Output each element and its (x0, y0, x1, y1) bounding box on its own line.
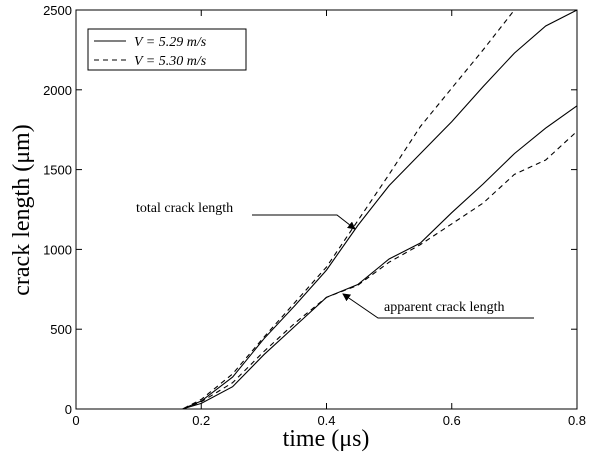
series-line-3 (76, 130, 578, 410)
legend-box (87, 28, 247, 71)
y-tick-label-5: 2500 (43, 3, 72, 18)
series-layer (76, 9, 578, 410)
x-tick-label-0: 0 (72, 413, 79, 428)
x-tick-label-4: 0.8 (568, 413, 586, 428)
y-tick-label-2: 1000 (43, 242, 72, 257)
legend-label-1: V = 5.30 m/s (134, 54, 207, 69)
legend-label-0: V = 5.29 m/s (134, 35, 207, 50)
y-tick-label-0: 0 (65, 402, 72, 417)
annotation-apparent-crack-length: apparent crack length (384, 300, 505, 315)
y-tick-label-1: 500 (50, 322, 72, 337)
annotation-apparent-arrow (342, 293, 534, 319)
series-line-2 (76, 105, 578, 410)
annotation-total-arrow (252, 214, 356, 230)
x-tick-label-1: 0.2 (192, 413, 210, 428)
series-line-1 (76, 9, 515, 410)
annotations: total crack length apparent crack length (136, 201, 534, 319)
annotation-total-crack-length: total crack length (136, 201, 233, 216)
ticks-layer: 0 0.2 0.4 0.6 0.8 0 500 1000 1500 2000 2500 (43, 3, 586, 428)
x-axis-title: time (μs) (283, 426, 370, 452)
y-tick-label-3: 1500 (43, 163, 72, 178)
y-tick-label-4: 2000 (43, 83, 72, 98)
y-axis-title: crack length (μm) (9, 124, 35, 295)
x-tick-label-3: 0.6 (443, 413, 461, 428)
plot-frame (75, 9, 578, 410)
series-line-0 (76, 9, 578, 410)
legend: V = 5.29 m/s V = 5.30 m/s (87, 28, 247, 71)
x-tick-label-2: 0.4 (317, 413, 335, 428)
